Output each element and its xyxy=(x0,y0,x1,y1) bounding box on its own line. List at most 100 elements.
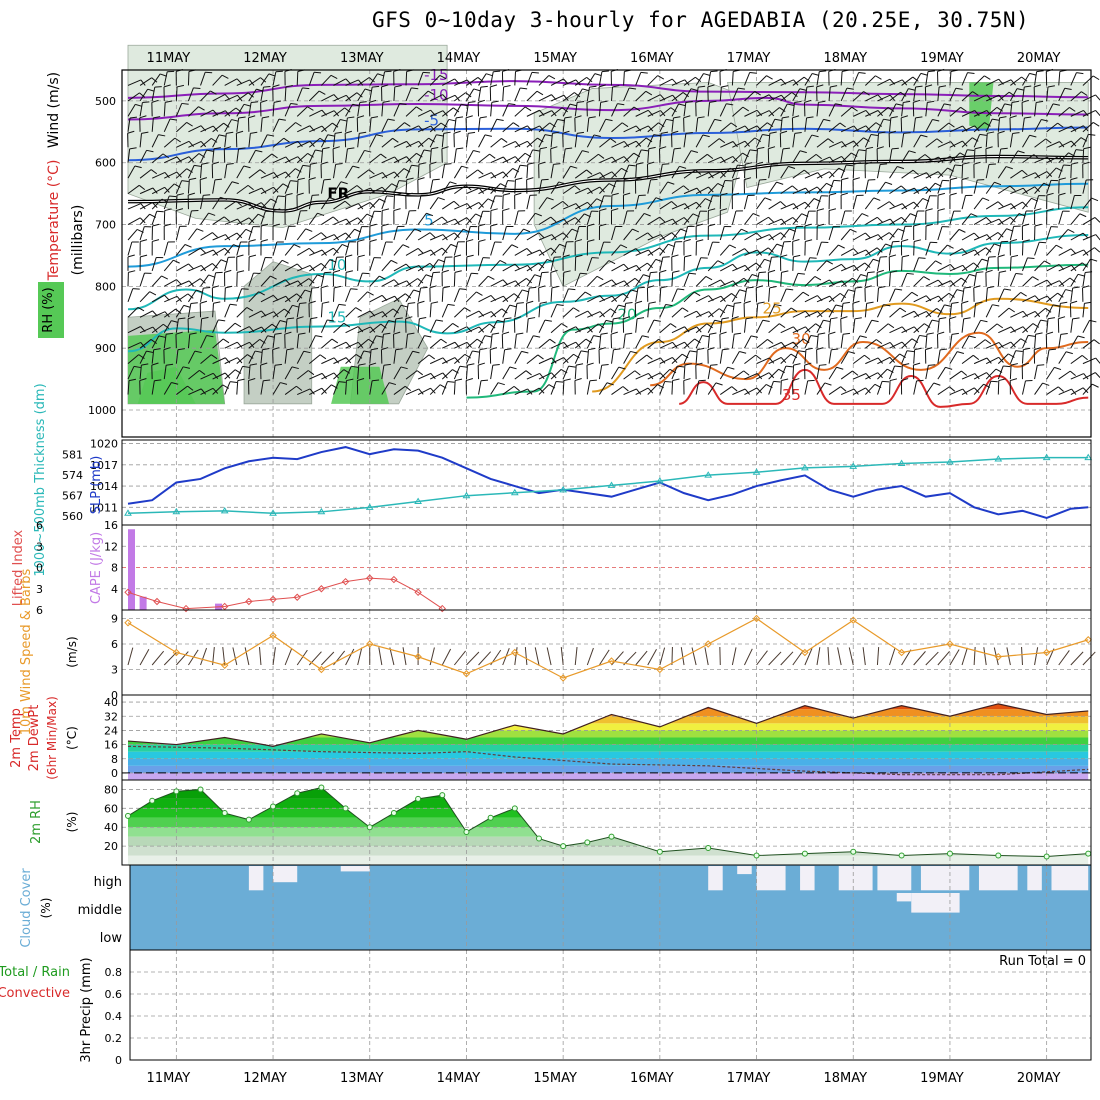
wind-barb xyxy=(744,149,751,163)
wind-barb xyxy=(466,310,480,318)
wind-barb xyxy=(200,318,203,333)
wind-barb xyxy=(648,249,654,256)
wind-barb xyxy=(514,165,521,179)
wind-barb xyxy=(720,280,734,287)
wind-barb xyxy=(478,275,489,287)
wind-barb xyxy=(1082,197,1092,210)
wind-barb xyxy=(1022,362,1030,366)
wind-barb xyxy=(613,317,621,320)
wind-barb xyxy=(986,94,1000,102)
wind-barb xyxy=(913,86,917,101)
x-tick-label-bottom: 16MAY xyxy=(630,1071,674,1086)
wind-barb xyxy=(563,357,569,364)
wind-barb xyxy=(405,165,412,179)
wind-barb xyxy=(635,137,647,148)
wind-barb xyxy=(683,378,691,382)
wind-barb xyxy=(478,99,485,103)
wind-barb xyxy=(393,280,407,287)
wind-barb xyxy=(780,341,794,349)
wind-barb xyxy=(514,228,524,241)
wind-barb xyxy=(767,339,774,344)
wind-barb xyxy=(804,134,813,148)
wind-barb xyxy=(438,259,446,263)
wind-barb xyxy=(200,263,213,272)
wind-barb xyxy=(333,107,345,117)
wind-barb xyxy=(623,316,631,320)
wind-barb xyxy=(212,372,226,380)
wind-barb xyxy=(497,319,505,323)
wind-barb xyxy=(593,335,601,338)
wind-barb xyxy=(369,87,373,101)
wind-barb xyxy=(418,162,427,165)
wind-barb xyxy=(973,110,988,117)
wind-barb xyxy=(621,122,629,128)
wind-barb xyxy=(531,71,539,74)
wind-barb xyxy=(732,192,740,196)
wind-barb xyxy=(340,119,348,122)
y-tick-label-temp: 24 xyxy=(104,724,118,737)
wind-barb xyxy=(997,148,1002,163)
wind-barb xyxy=(218,134,226,137)
wind-barb xyxy=(541,178,549,181)
wind-barb xyxy=(932,118,940,122)
wind-barb xyxy=(1070,91,1082,102)
wind-barb xyxy=(535,212,542,217)
wind-barb xyxy=(719,103,727,117)
wind-barb xyxy=(768,146,776,150)
wind-barb xyxy=(792,350,799,364)
wind-barb xyxy=(248,102,252,117)
wind-barb xyxy=(730,122,738,128)
wind-barb xyxy=(792,88,801,102)
wind-barb xyxy=(913,362,921,366)
wind-barb xyxy=(127,229,138,241)
wind-barb xyxy=(176,84,184,88)
wind-barb xyxy=(864,303,868,318)
y-tick-label-precip: 0.8 xyxy=(105,966,123,979)
wind-barb xyxy=(731,334,735,349)
wind-barb xyxy=(441,244,452,256)
wind-barb xyxy=(165,100,173,103)
wind-barb xyxy=(804,311,818,318)
wind-barb xyxy=(586,73,596,86)
wind-barb xyxy=(731,386,738,392)
wind-barb xyxy=(852,72,860,86)
wind-barb xyxy=(267,134,275,137)
wind-barb xyxy=(1022,73,1030,86)
wind-barb xyxy=(296,278,310,287)
wind-barb xyxy=(666,118,674,122)
wind-barb xyxy=(526,137,538,148)
wind-barb xyxy=(920,72,928,76)
wind-barb xyxy=(677,365,685,368)
wind-barb xyxy=(586,99,594,103)
wind-barb xyxy=(454,254,462,258)
wind-barb xyxy=(671,326,685,334)
wind-barb xyxy=(345,648,355,666)
wind-barb xyxy=(236,241,241,256)
wind-barb xyxy=(891,147,899,150)
wind-barb xyxy=(453,380,456,395)
wind-barb xyxy=(466,254,474,258)
wind-barb xyxy=(878,286,886,289)
wind-barb xyxy=(961,335,970,349)
wind-barb xyxy=(601,364,609,366)
wind-barb xyxy=(504,317,512,320)
wind-barb xyxy=(1011,100,1019,103)
wind-barb xyxy=(465,273,472,287)
wind-barb xyxy=(248,213,259,225)
wind-barb xyxy=(792,310,806,318)
wind-barb xyxy=(827,138,834,144)
wind-barb xyxy=(1058,264,1072,272)
wind-barb xyxy=(768,119,776,133)
wind-barb xyxy=(1093,339,1100,345)
thickness-marker xyxy=(946,458,954,465)
wind-barb xyxy=(393,263,407,272)
wind-barb xyxy=(164,171,178,179)
wind-barb xyxy=(526,232,540,241)
wind-barb xyxy=(224,357,231,364)
wind-barb xyxy=(889,288,896,303)
wind-barb xyxy=(212,272,217,287)
wind-barb xyxy=(937,155,951,164)
wind-barb xyxy=(456,147,464,150)
wind-barb xyxy=(846,87,854,90)
wind-barb xyxy=(393,279,400,286)
